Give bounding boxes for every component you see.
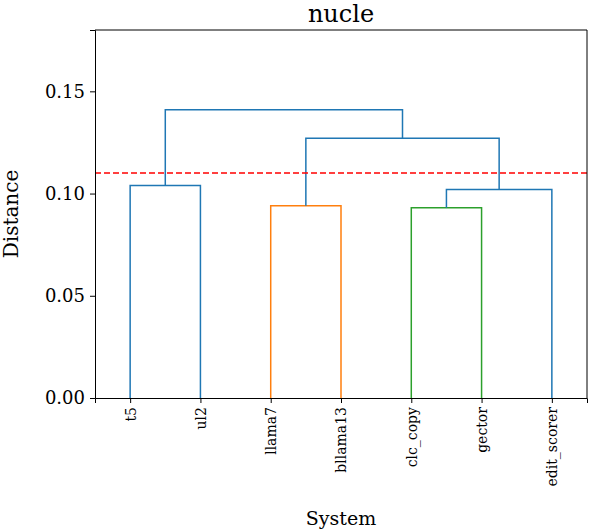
y-tick: 0.05 — [45, 285, 95, 306]
y-tick-mark — [90, 398, 95, 399]
y-tick-mark — [90, 194, 95, 195]
x-tick-label: edit_scorer — [544, 407, 561, 487]
threshold-line — [95, 172, 587, 174]
y-tick: 0.10 — [45, 183, 95, 204]
y-tick: 0.00 — [45, 387, 95, 408]
x-axis: t5 ul2 llama7 bllama13 clc_copy gector edit_sc… — [96, 398, 588, 486]
x-tick: bllama13 — [333, 398, 349, 473]
x-tick-mark — [271, 398, 272, 403]
x-tick-mark — [200, 398, 201, 403]
x-tick-mark — [341, 398, 342, 403]
x-tick-mark — [411, 398, 412, 403]
x-tick: llama7 — [263, 398, 279, 455]
y-axis-line — [90, 31, 96, 399]
x-tick-mark — [482, 398, 483, 403]
x-tick-label: ul2 — [193, 407, 209, 429]
x-tick: ul2 — [193, 398, 209, 429]
plot: 0.00 0.05 0.10 0.15 t5 ul2 llama7 bllama13 clc_c… — [45, 30, 588, 486]
y-tick: 0.15 — [45, 81, 95, 102]
x-tick-mark — [552, 398, 553, 403]
x-tick-label: bllama13 — [333, 407, 349, 473]
x-axis-title: System — [306, 507, 376, 529]
frame-right — [587, 30, 588, 398]
link — [271, 206, 341, 398]
x-tick: clc_copy — [404, 398, 421, 467]
y-axis-title: Distance — [0, 170, 23, 259]
x-tick-label: gector — [474, 407, 490, 453]
link — [130, 185, 200, 398]
links — [95, 110, 587, 398]
link — [411, 208, 481, 398]
link — [165, 110, 402, 186]
link — [306, 138, 499, 205]
x-tick-label: clc_copy — [404, 407, 421, 467]
chart: 0.00 0.05 0.10 0.15 t5 ul2 llama7 bllama13 clc_c… — [0, 0, 590, 530]
x-tick: edit_scorer — [544, 398, 561, 486]
link — [446, 189, 551, 398]
y-tick-label: 0.15 — [45, 81, 85, 102]
x-tick-mark — [130, 398, 131, 403]
x-tick: gector — [474, 398, 490, 453]
y-tick-label: 0.00 — [45, 387, 85, 408]
y-tick-mark — [90, 91, 95, 92]
title: nucle — [308, 0, 374, 28]
y-axis: 0.00 0.05 0.10 0.15 — [45, 31, 96, 409]
x-tick-label: t5 — [123, 407, 139, 422]
y-tick-label: 0.05 — [45, 285, 85, 306]
x-tick: t5 — [123, 398, 139, 422]
frame-top — [95, 30, 587, 31]
y-tick-label: 0.10 — [45, 183, 85, 204]
y-tick-mark — [90, 296, 95, 297]
x-tick-label: llama7 — [263, 407, 279, 455]
x-axis-line — [96, 399, 588, 404]
